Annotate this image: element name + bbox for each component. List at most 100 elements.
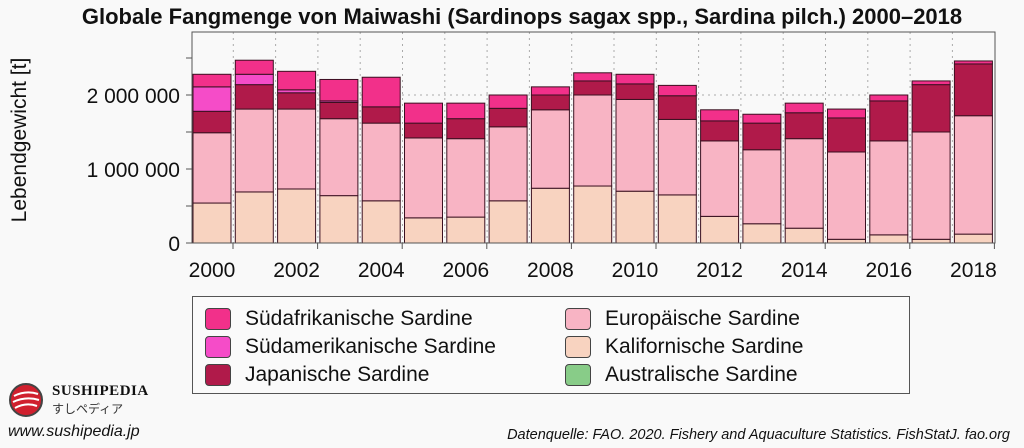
bar-segment-2002: [277, 70, 317, 91]
bar-segment-2007: [488, 94, 528, 109]
bar-segment-2017: [911, 131, 951, 240]
legend-item-suedamerikanische: Südamerikanische Sardine: [205, 334, 496, 360]
bar-segment-2013: [742, 223, 782, 244]
x-tick-label: 2000: [189, 259, 236, 282]
bar-segment-2000: [192, 110, 232, 134]
x-tick-label: 2012: [696, 259, 743, 282]
legend-label: Australische Sardine: [605, 363, 798, 386]
bar-segment-2001: [234, 84, 274, 110]
bar-segment-2003: [319, 78, 359, 102]
legend-swatch: [205, 336, 231, 358]
bar-segment-2018: [953, 233, 993, 244]
bar-segment-2010: [615, 73, 655, 85]
legend-swatch: [205, 308, 231, 330]
bar-segment-2007: [488, 126, 528, 202]
bar-segment-2014: [784, 102, 824, 114]
legend-item-japanische: Japanische Sardine: [205, 362, 429, 388]
legend-swatch: [565, 308, 591, 330]
bar-segment-2016: [869, 100, 909, 142]
bar-segment-2001: [234, 59, 274, 75]
bar-segment-2005: [404, 102, 443, 124]
bar-segment-2011: [657, 95, 697, 120]
bar-segment-2014: [784, 227, 824, 244]
bar-segment-2018: [953, 63, 993, 117]
bar-segment-2010: [615, 190, 655, 244]
x-tick-label: 2018: [950, 259, 997, 282]
bar-segment-2010: [615, 83, 655, 100]
legend-label: Japanische Sardine: [245, 363, 430, 386]
y-tick-label: 2 000 000: [87, 85, 180, 108]
y-tick-label: 0: [168, 233, 180, 256]
bar-segment-2016: [869, 94, 909, 102]
legend-swatch: [205, 364, 231, 386]
bar-segment-2013: [742, 149, 782, 225]
website-link[interactable]: www.sushipedia.jp: [8, 423, 140, 440]
bar-segment-2012: [700, 120, 740, 142]
plot-frame: [191, 31, 996, 244]
bar-segment-2004: [361, 76, 401, 108]
bar-segment-2009: [573, 94, 613, 187]
legend-label: Südafrikanische Sardine: [245, 307, 473, 330]
bar-segment-2008: [530, 187, 570, 244]
bar-segment-2006: [446, 216, 486, 244]
bar-segment-2000: [192, 132, 232, 204]
bar-segment-2004: [361, 106, 401, 124]
bar-segment-2007: [488, 200, 528, 244]
legend: Südafrikanische Sardine Südamerikanische…: [192, 296, 910, 394]
bar-segment-2018: [953, 115, 993, 235]
x-tick-label: 2016: [865, 259, 912, 282]
legend-swatch: [565, 336, 591, 358]
bar-segment-2015: [827, 108, 866, 119]
bar-segment-2002: [277, 108, 317, 190]
bar-segment-2013: [742, 113, 782, 124]
bar-segment-2012: [700, 215, 740, 244]
bar-segment-2015: [827, 151, 866, 240]
legend-item-kalifornische: Kalifornische Sardine: [565, 334, 803, 360]
bar-segment-2012: [700, 109, 740, 122]
bar-segment-2001: [234, 73, 274, 86]
bar-segment-2003: [319, 195, 359, 244]
brand-name: SUSHIPEDIA: [52, 383, 149, 399]
bar-segment-2000: [192, 73, 232, 88]
x-tick-label: 2008: [527, 259, 574, 282]
bar-segment-2006: [446, 102, 486, 120]
legend-swatch: [565, 364, 591, 386]
bar-segment-2001: [234, 108, 274, 193]
legend-item-europaeische: Europäische Sardine: [565, 306, 800, 332]
bar-segment-2013: [742, 122, 782, 151]
bar-segment-2009: [573, 80, 613, 96]
bar-segment-2008: [530, 109, 570, 189]
bar-segment-2011: [657, 84, 697, 97]
bar-segment-2017: [911, 238, 951, 244]
bar-segment-2001: [234, 191, 274, 244]
bar-segment-2008: [530, 86, 570, 96]
legend-label: Kalifornische Sardine: [605, 335, 804, 358]
bar-segment-2018: [953, 60, 993, 65]
bar-segment-2005: [404, 217, 443, 244]
chart-title: Globale Fangmenge von Maiwashi (Sardinop…: [81, 4, 963, 29]
bar-segment-2012: [700, 140, 740, 217]
bar-segment-2017: [911, 84, 951, 133]
bar-segment-2002: [277, 188, 317, 244]
legend-label: Europäische Sardine: [605, 307, 800, 330]
bar-segment-2011: [657, 194, 697, 244]
bar-segment-2008: [530, 94, 570, 111]
bar-segment-2009: [573, 185, 613, 244]
x-tick-label: 2002: [273, 259, 320, 282]
sushi-ball-icon: [9, 383, 43, 417]
bar-segment-2011: [657, 118, 697, 196]
legend-item-suedafrikanische: Südafrikanische Sardine: [205, 306, 473, 332]
bar-segment-2005: [404, 137, 443, 219]
x-tick-label: 2014: [781, 259, 828, 282]
brand-name-jp: すしペディア: [52, 402, 124, 416]
bar-segment-2016: [869, 234, 909, 244]
bar-segment-2000: [192, 86, 232, 112]
bar-segment-2006: [446, 138, 486, 218]
bar-segment-2017: [911, 80, 951, 86]
bar-segment-2002: [277, 92, 317, 110]
data-source: Datenquelle: FAO. 2020. Fishery and Aqua…: [507, 427, 1010, 443]
bar-segment-2003: [319, 118, 359, 197]
bar-segment-2010: [615, 98, 655, 192]
bar-segment-2007: [488, 107, 528, 128]
bar-segment-2000: [192, 202, 232, 244]
